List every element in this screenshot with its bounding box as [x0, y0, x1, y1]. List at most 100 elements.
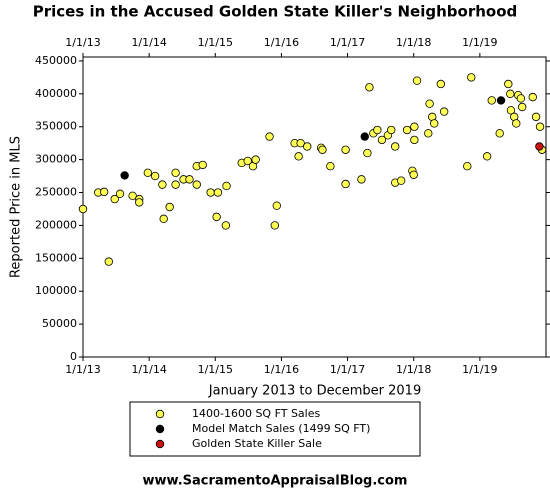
- point: [430, 119, 439, 128]
- x-tick-label: 1/1/16: [264, 363, 299, 376]
- y-tick-label: 100000: [35, 284, 77, 297]
- point: [482, 152, 492, 161]
- point: [78, 204, 88, 214]
- legend-label: 1400-1600 SQ FT Sales: [192, 407, 320, 420]
- point: [390, 142, 400, 151]
- x-axis-label: January 2013 to December 2019: [208, 384, 421, 399]
- point: [115, 189, 125, 199]
- legend-marker: [155, 409, 165, 419]
- point: [487, 96, 496, 105]
- x-tick-label-top: 1/1/16: [264, 36, 299, 49]
- y-tick-label: 250000: [35, 186, 77, 199]
- x-tick-label-top: 1/1/14: [131, 36, 166, 49]
- point: [135, 198, 144, 207]
- point: [159, 214, 168, 224]
- point: [439, 107, 449, 116]
- point: [425, 99, 434, 108]
- x-tick-label: 1/1/17: [330, 363, 365, 376]
- point: [165, 202, 174, 212]
- point: [409, 170, 418, 179]
- x-tick-label: 1/1/15: [198, 363, 233, 376]
- legend-label: Model Match Sales (1499 SQ FT): [192, 422, 370, 435]
- x-tick-label-top: 1/1/18: [396, 36, 431, 49]
- point: [357, 175, 366, 184]
- point: [198, 160, 207, 170]
- point: [341, 179, 350, 189]
- point: [171, 168, 180, 177]
- y-tick-label: 400000: [35, 87, 77, 100]
- point: [360, 132, 369, 141]
- point: [318, 145, 327, 154]
- point: [412, 76, 422, 85]
- point: [365, 83, 374, 92]
- x-tick-label-top: 1/1/13: [65, 36, 100, 49]
- legend-marker: [155, 439, 165, 449]
- point: [496, 96, 506, 105]
- point: [467, 73, 476, 82]
- point: [341, 145, 350, 154]
- point: [436, 79, 446, 89]
- x-tick-label-top: 1/1/17: [330, 36, 365, 49]
- x-tick-label: 1/1/13: [65, 363, 100, 376]
- point: [265, 132, 274, 141]
- x-tick-label-top: 1/1/15: [198, 36, 233, 49]
- point: [506, 106, 516, 115]
- x-tick-label: 1/1/19: [462, 363, 497, 376]
- point: [192, 180, 201, 189]
- point: [410, 135, 419, 145]
- point: [326, 162, 335, 171]
- point: [303, 142, 312, 151]
- point: [396, 176, 406, 185]
- legend-label: Golden State Killer Sale: [192, 437, 322, 450]
- point: [212, 212, 221, 222]
- legend: [129, 401, 421, 457]
- point: [243, 156, 252, 166]
- point: [363, 148, 372, 158]
- point: [377, 135, 387, 145]
- point: [387, 125, 396, 135]
- point: [143, 168, 153, 177]
- y-tick-label: 0: [70, 350, 77, 363]
- point: [506, 89, 515, 99]
- x-tick-label: 1/1/18: [396, 363, 431, 376]
- point: [516, 94, 526, 103]
- y-tick-label: 450000: [35, 54, 77, 67]
- point: [171, 180, 180, 189]
- point: [517, 102, 527, 112]
- point: [104, 257, 113, 266]
- point: [110, 194, 119, 204]
- point: [504, 79, 513, 89]
- point: [296, 138, 305, 148]
- y-tick-label: 150000: [35, 251, 77, 264]
- point: [272, 201, 281, 210]
- point: [222, 181, 231, 191]
- y-tick-label: 300000: [35, 153, 77, 166]
- point: [410, 122, 419, 131]
- point: [512, 119, 521, 128]
- point: [424, 129, 433, 138]
- point: [213, 188, 223, 197]
- x-tick-label: 1/1/14: [131, 363, 166, 376]
- point: [128, 191, 137, 201]
- point: [270, 221, 280, 230]
- point: [535, 142, 544, 151]
- y-tick-label: 350000: [35, 120, 77, 133]
- point: [99, 187, 109, 197]
- point: [402, 125, 412, 135]
- point: [294, 152, 303, 161]
- point: [463, 162, 472, 171]
- point: [185, 175, 194, 184]
- y-tick-label: 200000: [35, 218, 77, 231]
- point: [120, 171, 129, 180]
- point: [221, 221, 231, 230]
- y-axis-label: Reported Price in MLS: [9, 136, 24, 278]
- legend-marker: [155, 424, 165, 434]
- point: [535, 122, 545, 131]
- point: [531, 112, 541, 122]
- chart-title: Prices in the Accused Golden State Kille…: [33, 3, 518, 21]
- point: [528, 92, 537, 102]
- point: [150, 171, 160, 181]
- footer: www.SacramentoAppraisalBlog.com: [143, 474, 408, 489]
- point: [251, 155, 260, 164]
